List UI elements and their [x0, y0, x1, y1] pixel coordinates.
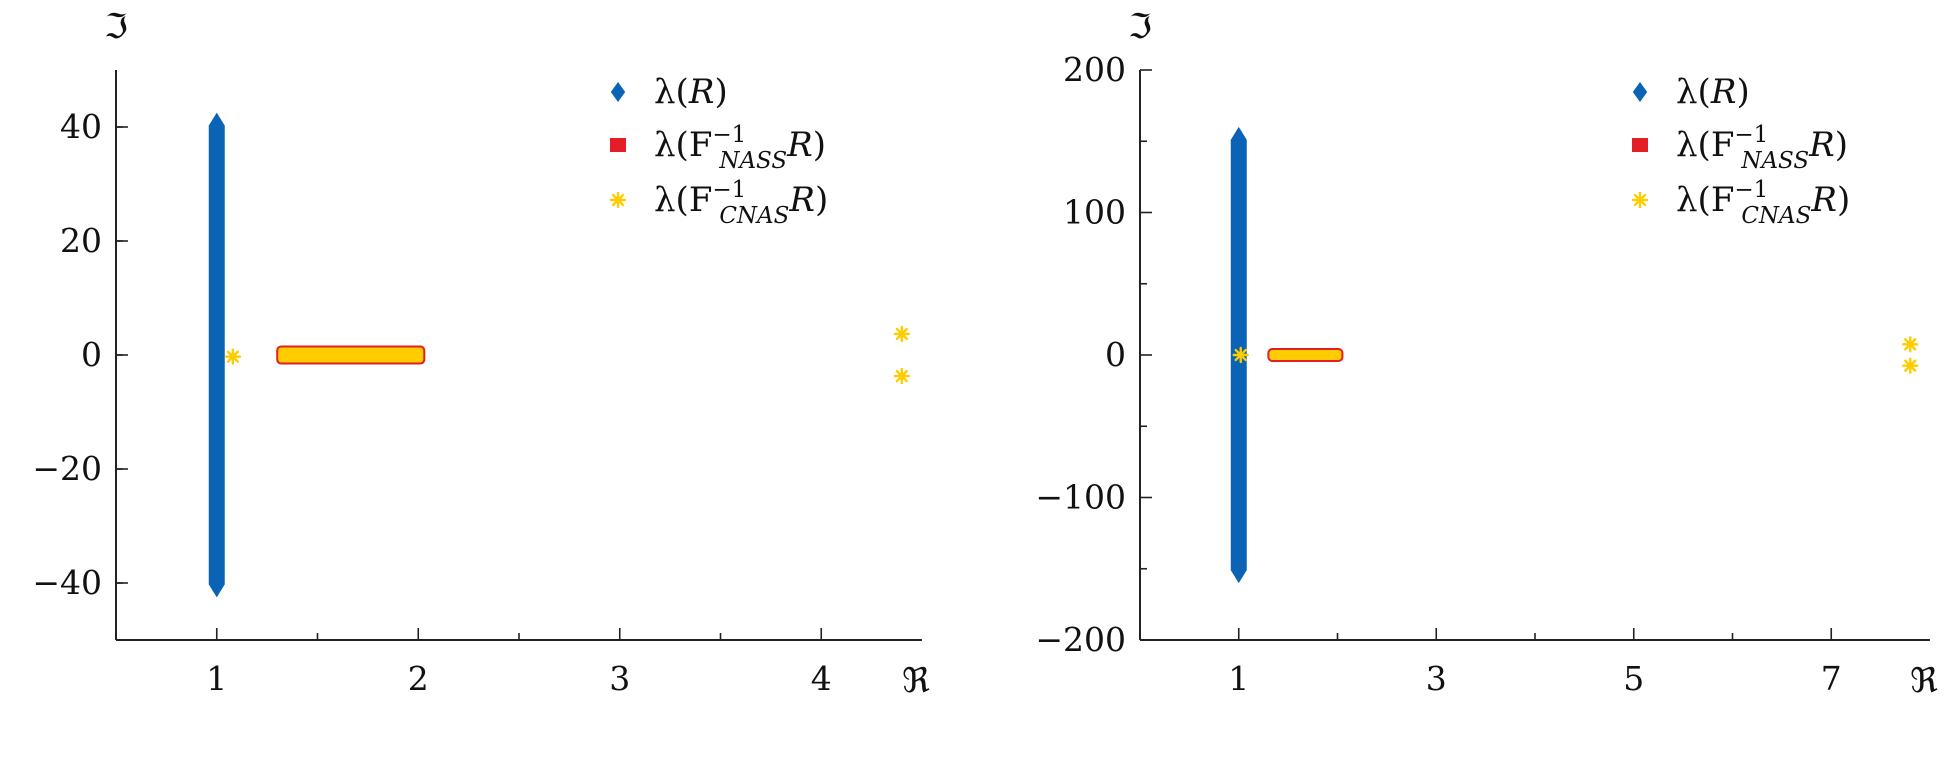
x-tick-label: 3 [1426, 659, 1447, 698]
y-tick-label: −40 [32, 563, 102, 602]
legend-label-3: λ(F−1 CNASR) [1676, 177, 1850, 229]
y-axis-label: ℑ [1128, 7, 1152, 47]
y-tick-label: 200 [1063, 50, 1126, 89]
x-tick-label: 4 [811, 659, 832, 698]
y-tick-label: 20 [60, 221, 102, 260]
legend-label-3: λ(F−1 CNASR) [654, 177, 828, 229]
y-tick-label: −20 [32, 449, 102, 488]
y-tick-label: 0 [81, 335, 102, 374]
series-3-point [893, 367, 911, 385]
y-tick-label: −100 [1035, 478, 1126, 517]
y-tick-label: 0 [1105, 335, 1126, 374]
legend-label-1: λ(R) [1676, 72, 1750, 112]
series-3-point [224, 348, 242, 365]
x-tick-label: 7 [1821, 659, 1842, 698]
legend-marker-asterisk [609, 191, 627, 209]
x-tick-label: 1 [1228, 659, 1249, 698]
legend-marker-asterisk [1631, 191, 1649, 209]
y-axis-label: ℑ [104, 7, 128, 47]
legend-marker-square [1632, 138, 1648, 152]
x-tick-label: 2 [408, 659, 429, 698]
series-3-point [1902, 357, 1919, 374]
series-3-point [1232, 346, 1249, 364]
x-axis-label: ℜ [902, 661, 930, 701]
legend-label-1: λ(R) [654, 72, 728, 112]
y-tick-label: −200 [1035, 620, 1126, 659]
legend-marker-diamond [610, 82, 626, 102]
y-tick-label: 100 [1063, 193, 1126, 232]
legend: λ(R) λ(F−1 NASSR)λ(F−1 CNASR) [1631, 72, 1850, 229]
x-axis-label: ℜ [1910, 661, 1938, 701]
x-tick-label: 1 [206, 659, 227, 698]
x-tick-label: 5 [1623, 659, 1644, 698]
series-2-band [276, 345, 426, 365]
chart-panel-1: −40 −20 0 20 40 1 2 3 4 ℑ ℜλ(R) λ(F−1 NASSR)λ(F−1 CNA… [32, 7, 930, 701]
series-3-point [893, 325, 911, 343]
legend-marker-square [610, 138, 626, 152]
y-tick-label: 40 [60, 107, 102, 146]
legend-label-2: λ(F−1 NASSR) [654, 122, 826, 174]
chart-panel-2: −200 −100 0 100 200 1 3 5 7 ℑ ℜλ(R) λ(F−1 NASSR)λ(F−… [1035, 7, 1938, 701]
series-2-band [1267, 348, 1344, 362]
series-1-band [208, 112, 225, 598]
legend-marker-diamond [1632, 82, 1648, 102]
legend-label-2: λ(F−1 NASSR) [1676, 122, 1848, 174]
x-tick-label: 3 [609, 659, 630, 698]
legend: λ(R) λ(F−1 NASSR)λ(F−1 CNASR) [609, 72, 828, 229]
series-3-point [1902, 336, 1919, 353]
